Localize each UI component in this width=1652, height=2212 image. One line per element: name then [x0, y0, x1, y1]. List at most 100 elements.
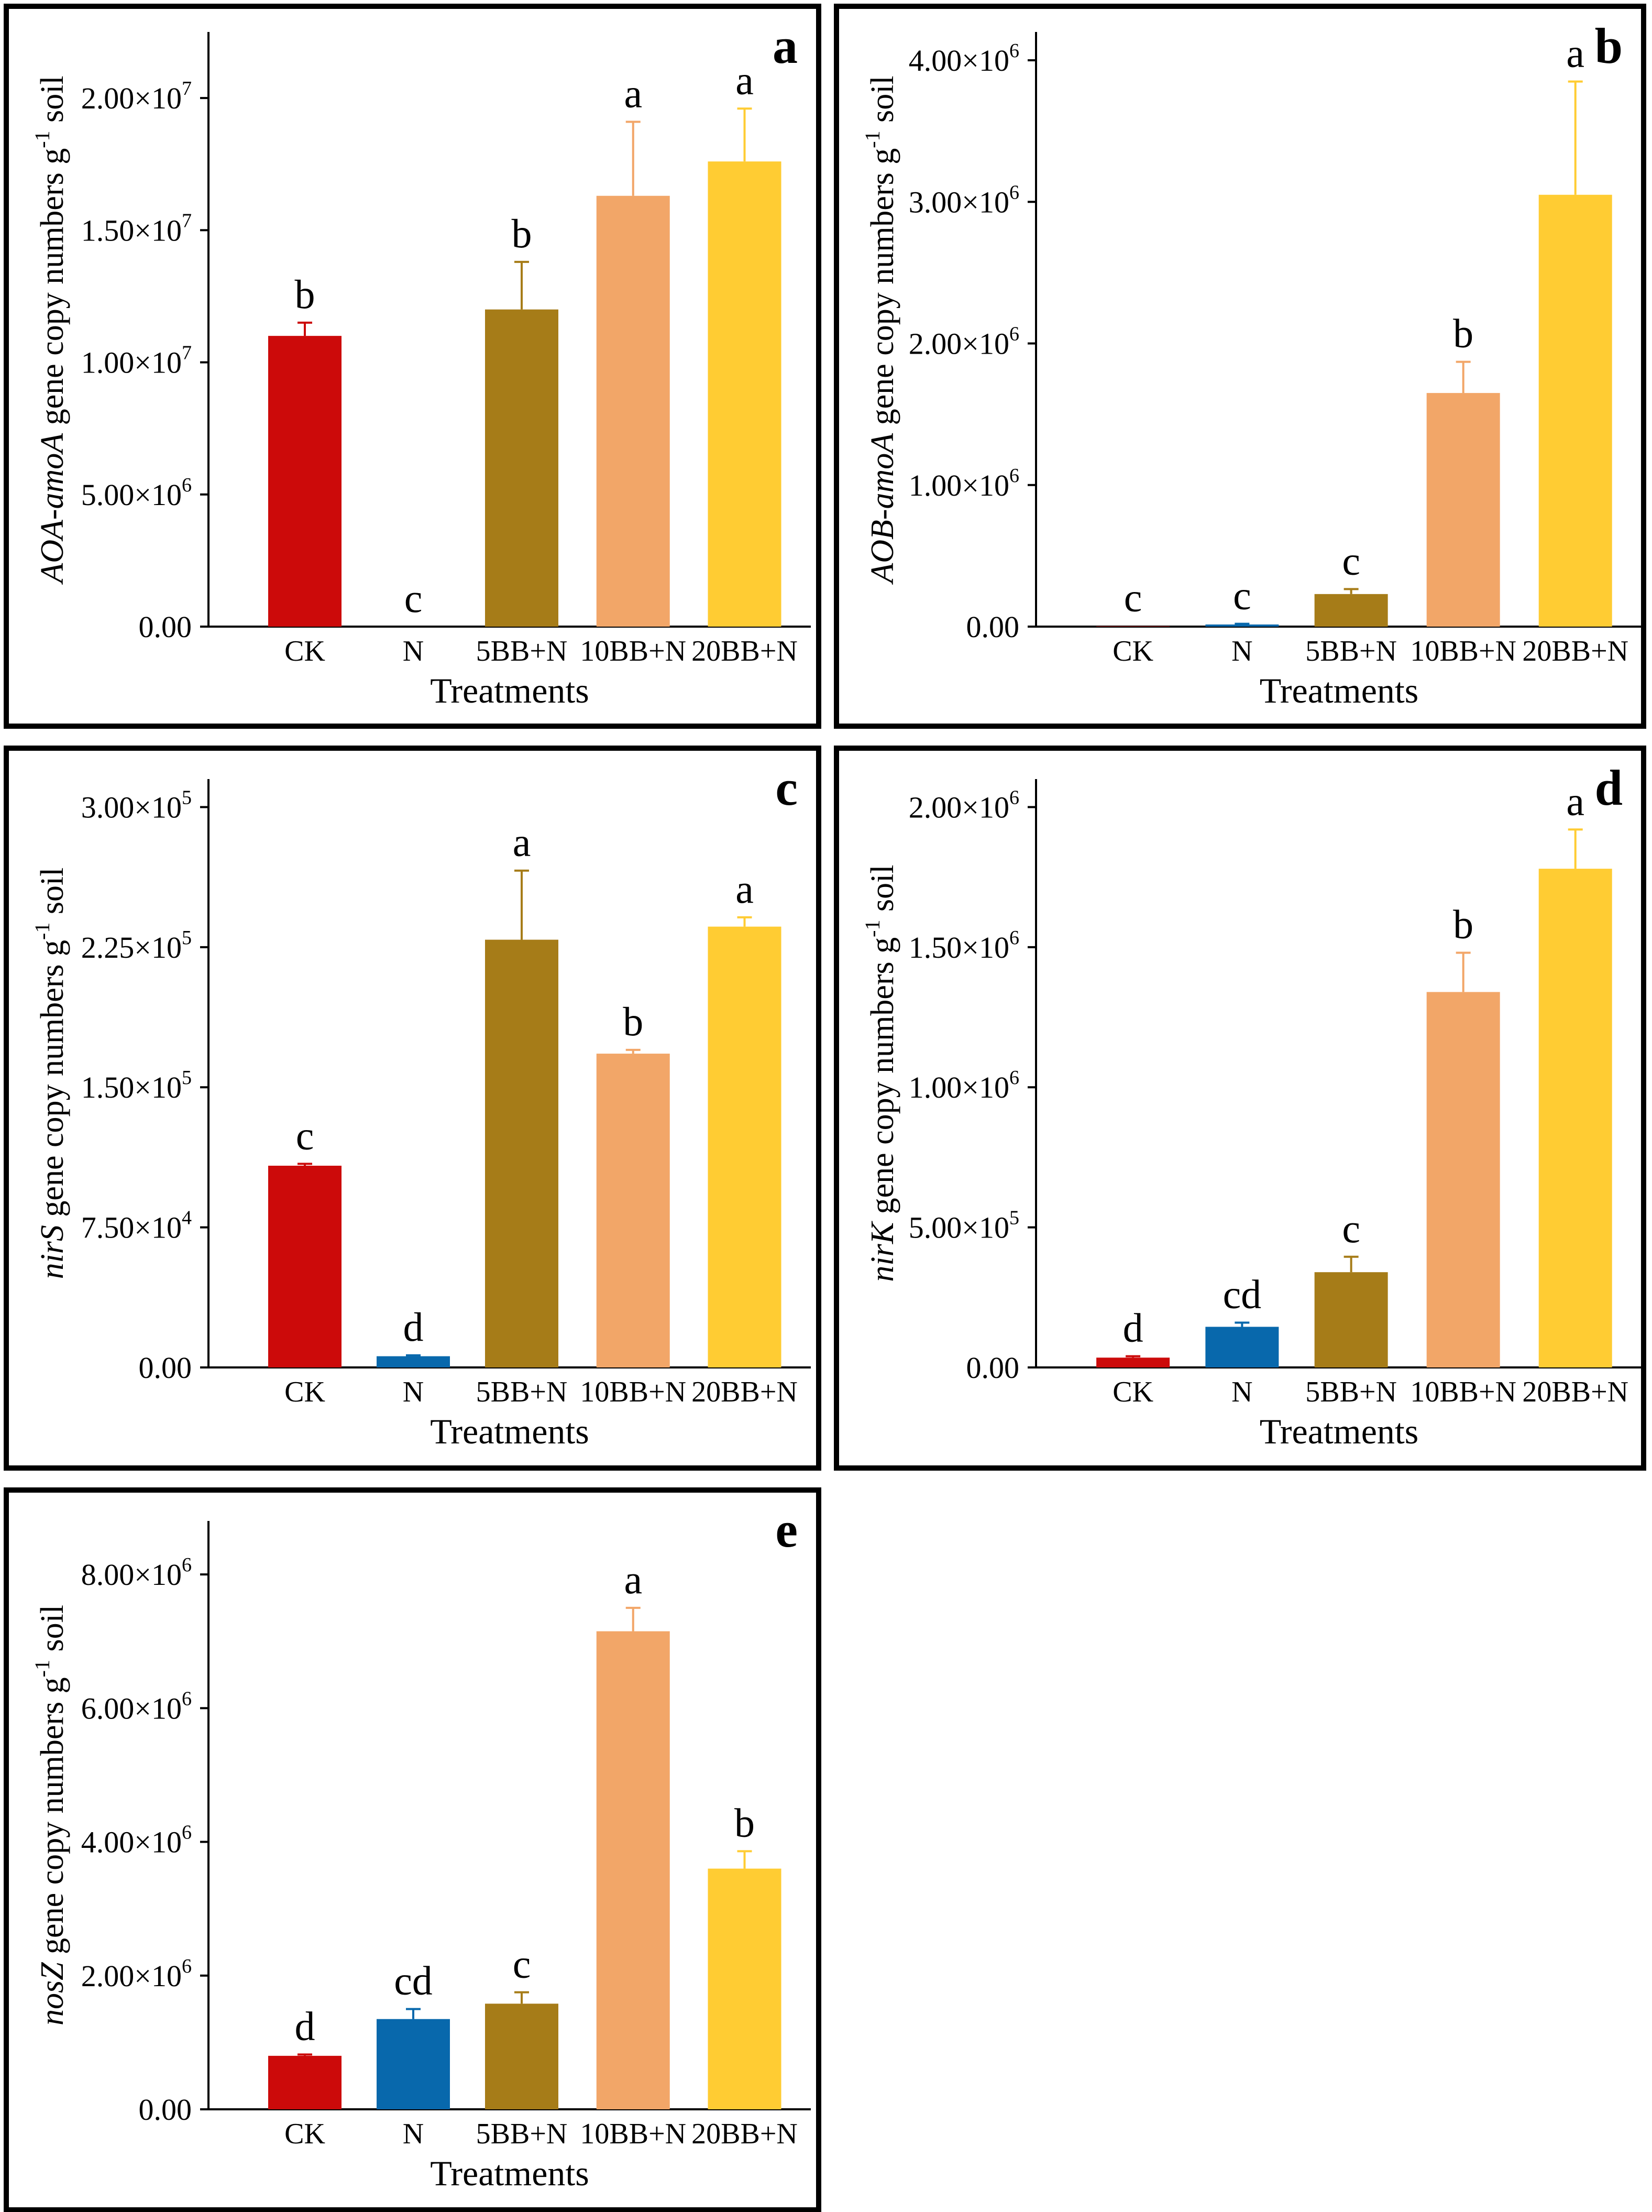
y-tick-exponent: 6 [182, 1822, 192, 1844]
significance-letter: a [735, 866, 754, 912]
bar-c-1 [377, 1356, 450, 1367]
significance-letter: b [1453, 902, 1473, 947]
panel-frame [4, 1487, 821, 2212]
y-tick-exponent: 5 [182, 786, 192, 808]
y-tick-label: 4.00×106 [81, 1822, 192, 1859]
y-tick-exponent: 6 [1009, 40, 1019, 62]
significance-letter: a [1566, 30, 1584, 76]
y-tick-label: 4.00×106 [909, 40, 1019, 78]
y-tick-label: 1.50×105 [81, 1067, 192, 1104]
significance-letter: c [1233, 573, 1251, 618]
y-tick-label: 1.00×106 [909, 465, 1019, 502]
category-label: 20BB+N [691, 2118, 798, 2150]
y-tick-exponent: 6 [1009, 323, 1019, 345]
y-tick-exponent: 6 [182, 474, 192, 496]
significance-letter: cd [394, 1958, 433, 2003]
category-label: CK [284, 2118, 325, 2150]
significance-letter: d [1123, 1305, 1143, 1351]
y-tick-mantissa: 1.00×10 [909, 1070, 1009, 1104]
significance-letter: c [404, 575, 423, 621]
category-label: N [403, 1376, 424, 1408]
bar-d-4 [1538, 869, 1612, 1367]
bar-c-2 [485, 939, 558, 1367]
y-tick-exponent: 7 [182, 342, 192, 364]
y-tick-label: 2.25×105 [81, 927, 192, 965]
significance-letter: b [295, 271, 315, 317]
y-tick-mantissa: 3.00×10 [81, 790, 182, 824]
y-tick-label: 2.00×106 [909, 786, 1019, 824]
significance-letter: c [1342, 1206, 1360, 1251]
x-axis-title: Treatments [430, 671, 589, 710]
significance-letter: cd [1223, 1271, 1262, 1317]
significance-letter: c [1342, 538, 1360, 583]
y-tick-exponent: 6 [1009, 465, 1019, 487]
y-tick-mantissa: 5.00×10 [909, 1211, 1009, 1245]
category-label: 5BB+N [476, 635, 568, 667]
y-tick-mantissa: 3.00×10 [909, 185, 1009, 219]
category-label: 10BB+N [580, 2118, 686, 2150]
panel-letter: a [773, 18, 798, 74]
panel-frame [834, 4, 1646, 729]
x-axis-title: Treatments [1260, 671, 1418, 710]
panel-frame [4, 4, 821, 729]
category-label: N [403, 2118, 424, 2150]
category-label: 10BB+N [580, 635, 686, 667]
significance-letter: c [1124, 575, 1142, 620]
y-tick-mantissa: 2.00×10 [81, 81, 182, 115]
y-tick-label: 0.00 [966, 1351, 1020, 1385]
x-axis-title: Treatments [1260, 1411, 1418, 1451]
bar-c-4 [708, 926, 781, 1367]
panel-letter: c [775, 760, 798, 816]
y-tick-label: 1.00×107 [81, 342, 192, 380]
category-label: CK [1113, 1376, 1153, 1408]
significance-letter: a [513, 819, 531, 865]
y-title-gene: AOB-amoA [865, 433, 900, 585]
category-label: 20BB+N [1522, 635, 1628, 667]
bar-e-3 [596, 1631, 670, 2109]
y-axis-title: AOA-amoA gene copy numbers g-1 soil [30, 75, 70, 585]
significance-letter: c [296, 1112, 314, 1158]
y-tick-mantissa: 0.00 [966, 610, 1020, 644]
significance-letter: b [512, 211, 532, 256]
y-tick-mantissa: 0.00 [139, 1351, 192, 1385]
y-tick-label: 0.00 [139, 1351, 192, 1385]
y-tick-label: 3.00×106 [909, 181, 1019, 219]
category-label: 5BB+N [476, 1376, 568, 1408]
y-tick-mantissa: 6.00×10 [81, 1691, 182, 1725]
y-title-gene: nirK [865, 1220, 900, 1282]
y-tick-mantissa: 8.00×10 [81, 1558, 182, 1592]
y-tick-exponent: 6 [1009, 181, 1019, 203]
x-axis-title: Treatments [430, 1411, 589, 1451]
y-tick-mantissa: 1.50×10 [909, 930, 1009, 965]
y-title-superscript: -1 [861, 130, 884, 148]
y-tick-label: 3.00×105 [81, 786, 192, 824]
y-title-unit: soil [35, 1605, 70, 1660]
y-tick-exponent: 5 [1009, 1207, 1019, 1229]
category-label: 5BB+N [1305, 1376, 1397, 1408]
bar-d-2 [1314, 1272, 1388, 1367]
significance-letter: a [624, 1557, 642, 1602]
y-tick-exponent: 7 [182, 210, 192, 232]
y-title-gene: nirS [35, 1225, 70, 1279]
y-tick-mantissa: 1.00×10 [81, 346, 182, 380]
y-tick-mantissa: 2.00×10 [909, 790, 1009, 824]
category-label: N [403, 635, 424, 667]
bar-d-1 [1205, 1327, 1279, 1367]
y-title-text: gene copy numbers g [865, 148, 900, 433]
bar-a-4 [708, 161, 781, 627]
y-axis-title: nirK gene copy numbers g-1 soil [861, 864, 900, 1282]
bar-b-1 [1205, 624, 1279, 627]
y-tick-label: 1.00×106 [909, 1067, 1019, 1104]
category-label: 10BB+N [1410, 1376, 1516, 1408]
y-title-superscript: -1 [30, 130, 54, 148]
y-tick-exponent: 6 [182, 1554, 192, 1576]
y-tick-mantissa: 1.50×10 [81, 1070, 182, 1104]
y-tick-label: 1.50×106 [909, 927, 1019, 965]
y-tick-label: 5.00×106 [81, 474, 192, 512]
significance-letter: a [624, 71, 642, 116]
y-title-unit: soil [35, 75, 70, 130]
y-tick-label: 2.00×107 [81, 78, 192, 115]
y-title-superscript: -1 [30, 923, 54, 940]
bar-b-3 [1426, 393, 1500, 627]
